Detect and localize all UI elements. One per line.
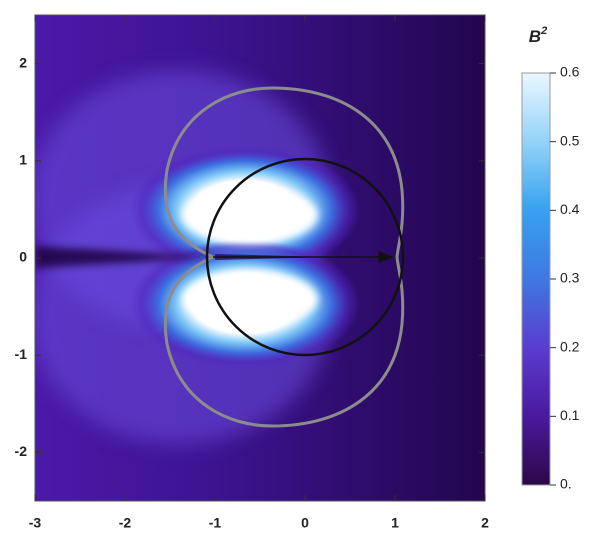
y-tick-label: 0 <box>19 249 27 265</box>
x-tick-label: 2 <box>481 515 489 531</box>
y-tick-label: 2 <box>19 54 27 70</box>
y-tick-label: 1 <box>19 152 27 168</box>
x-tick-label: 0 <box>301 515 309 531</box>
x-tick-label: -3 <box>29 515 42 531</box>
x-tick-label: -1 <box>209 515 222 531</box>
boundary-curve <box>163 86 405 428</box>
colorbar-tick-label: 0.2 <box>560 338 580 354</box>
x-tick-label: 1 <box>391 515 399 531</box>
density-field <box>35 15 485 501</box>
colorbar-tick-label: 0.6 <box>560 64 580 80</box>
colorbar-title-sup: 2 <box>540 25 547 37</box>
colorbar-tick-label: 0.4 <box>560 201 580 217</box>
colorbar-tick-label: 0.1 <box>560 407 580 423</box>
colorbar-tick-label: 0. <box>560 476 572 492</box>
y-tick-label: -1 <box>15 346 28 362</box>
x-tick-label: -2 <box>119 515 132 531</box>
colorbar-title: B2 <box>529 25 547 47</box>
colorbar-tick-label: 0.3 <box>560 270 580 286</box>
colorbar-tick-label: 0.5 <box>560 132 580 148</box>
colorbar-title-base: B <box>529 27 541 46</box>
circle-curve <box>205 157 405 357</box>
y-tick-label: -2 <box>15 443 28 459</box>
colorbar <box>521 72 551 486</box>
